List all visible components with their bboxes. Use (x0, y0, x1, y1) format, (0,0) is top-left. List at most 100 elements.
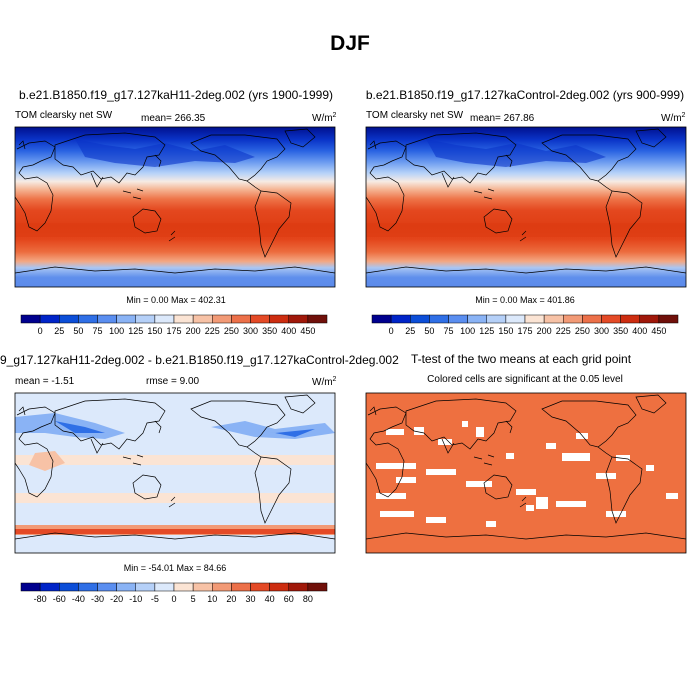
panel-2-colorbar-box (505, 314, 526, 324)
panel-1-minmax: Min = 0.00 Max = 402.31 (126, 295, 226, 305)
panel-2-colorbar-label: 75 (443, 326, 453, 336)
panel-2-colorbar-label: 125 (479, 326, 494, 336)
panel-2-map (365, 126, 687, 288)
panel-1-mean: mean= 266.35 (141, 113, 206, 124)
panel-3-colorbar-box (154, 582, 175, 592)
panel-2-colorbar-label: 450 (651, 326, 666, 336)
panel-2-colorbar-box (620, 314, 641, 324)
panel-3-colorbar-box (59, 582, 79, 592)
panel-3-colorbar-box (307, 582, 328, 592)
panel-1-title: b.e21.B1850.f19_g17.127kaH11-2deg.002 (y… (19, 88, 333, 102)
panel-3-colorbar-box (135, 582, 156, 592)
panel-3-mean: mean = -1.51 (15, 376, 75, 387)
panel-1-colorbar-label: 300 (243, 326, 258, 336)
panel-2-colorbar-label: 400 (632, 326, 647, 336)
panel-1-colorbar-label: 400 (281, 326, 296, 336)
panel-2-colorbar: 0 25 50 75 100 125 150 175 200 225 250 300 350 400 450 (371, 314, 679, 336)
panel-1-colorbar-box (135, 314, 156, 324)
panel-1-colorbar-label: 125 (128, 326, 143, 336)
panel-3-colorbar-label: 20 (226, 594, 236, 604)
panel-2-colorbar-label: 175 (517, 326, 532, 336)
panel-3-colorbar-box (39, 582, 60, 592)
panel-3-colorbar-box (97, 582, 117, 592)
panel-3-colorbar-label: -60 (53, 594, 66, 604)
panel-3-colorbar-label: 60 (284, 594, 294, 604)
panel-3-colorbar-label: -30 (91, 594, 104, 604)
panel-control-mean: b.e21.B1850.f19_g17.127kaControl-2deg.00… (365, 88, 687, 336)
panel-3-colorbar-label: 10 (207, 594, 217, 604)
panel-2-colorbar-label: 300 (594, 326, 609, 336)
panel-3-colorbar-box (192, 582, 213, 592)
panel-2-colorbar-box (639, 314, 660, 324)
panel-difference: 9_g17.127kaH11-2deg.002 - b.e21.B1850.f1… (0, 353, 399, 604)
panel-4-nonsignificant-cells (376, 421, 678, 527)
panel-3-colorbar-label: -20 (110, 594, 123, 604)
panel-3-colorbar-box (173, 582, 194, 592)
panel-1-colorbar-label: 200 (186, 326, 201, 336)
panel-4-subtitle: Colored cells are significant at the 0.0… (427, 374, 623, 385)
panel-1-units: W/m2 (312, 112, 337, 124)
panel-2-mean: mean= 267.86 (470, 113, 535, 124)
panel-1-map (14, 126, 336, 288)
panel-1-colorbar-label: 450 (300, 326, 315, 336)
panel-h11-mean: b.e21.B1850.f19_g17.127kaH11-2deg.002 (y… (14, 88, 337, 336)
panel-2-colorbar-box (601, 314, 621, 324)
panel-3-colorbar-label: 5 (191, 594, 196, 604)
panel-1-colorbar-box (250, 314, 270, 324)
panel-1-colorbar-box (20, 314, 41, 324)
panel-1-colorbar-label: 225 (205, 326, 220, 336)
panel-1-colorbar-label: 75 (92, 326, 102, 336)
panel-2-title: b.e21.B1850.f19_g17.127kaControl-2deg.00… (366, 88, 684, 102)
panel-1-colorbar-box (307, 314, 328, 324)
panel-1-colorbar-box (59, 314, 79, 324)
panel-1-colorbar-box (231, 314, 251, 324)
panel-1-colorbar-label: 100 (109, 326, 124, 336)
panel-1-colorbar-label: 50 (73, 326, 83, 336)
panel-2-units: W/m2 (661, 112, 686, 124)
panel-ttest: T-test of the two means at each grid poi… (365, 352, 687, 554)
panel-3-title: 9_g17.127kaH11-2deg.002 - b.e21.B1850.f1… (0, 353, 399, 367)
panel-2-colorbar-label: 100 (460, 326, 475, 336)
panel-1-colorbar-box (269, 314, 290, 324)
panel-1-variable: TOM clearsky net SW (15, 110, 113, 121)
panel-3-colorbar-box (212, 582, 232, 592)
panel-3-colorbar-label: -10 (129, 594, 142, 604)
panel-3-colorbar-label: -40 (72, 594, 85, 604)
panel-2-colorbar-label: 50 (424, 326, 434, 336)
panel-3-colorbar-label: 80 (303, 594, 313, 604)
panel-2-colorbar-box (543, 314, 564, 324)
panel-2-variable: TOM clearsky net SW (366, 110, 464, 121)
panel-3-colorbar-label: -5 (151, 594, 159, 604)
panel-1-colorbar-box (39, 314, 60, 324)
panel-4-title: T-test of the two means at each grid poi… (411, 352, 632, 366)
panel-2-colorbar-label: 0 (389, 326, 394, 336)
panel-1-colorbar-label: 350 (262, 326, 277, 336)
panel-3-colorbar-box (231, 582, 251, 592)
panel-3-colorbar-box (288, 582, 309, 592)
panel-1-colorbar-label: 175 (166, 326, 181, 336)
panel-3-rmse: rmse = 9.00 (146, 376, 200, 387)
panel-3-colorbar: -80 -60 -40 -30 -20 -10 -5 0 5 10 20 30 40 60 80 (20, 582, 328, 604)
panel-1-colorbar-box (116, 314, 137, 324)
panel-2-colorbar-box (658, 314, 679, 324)
panel-2-colorbar-box (524, 314, 545, 324)
panel-2-minmax: Min = 0.00 Max = 401.86 (475, 295, 575, 305)
panel-4-field (366, 393, 686, 553)
panel-3-colorbar-box (250, 582, 270, 592)
panel-1-colorbar-box (97, 314, 117, 324)
panel-1-colorbar-box (154, 314, 175, 324)
panel-2-colorbar-box (486, 314, 507, 324)
panel-3-colorbar-label: 40 (265, 594, 275, 604)
panel-1-colorbar-box (288, 314, 309, 324)
panel-1-colorbar-box (192, 314, 213, 324)
panel-1-colorbar-box (78, 314, 98, 324)
panel-2-colorbar-label: 200 (537, 326, 552, 336)
panel-2-colorbar-label: 25 (405, 326, 415, 336)
panel-1-colorbar: 0 25 50 75 100 125 150 175 200 225 250 300 350 400 450 (20, 314, 328, 336)
panel-1-colorbar-box (212, 314, 232, 324)
panel-2-colorbar-box (582, 314, 602, 324)
panel-2-colorbar-box (410, 314, 430, 324)
panel-1-colorbar-label: 25 (54, 326, 64, 336)
panel-2-colorbar-box (563, 314, 583, 324)
